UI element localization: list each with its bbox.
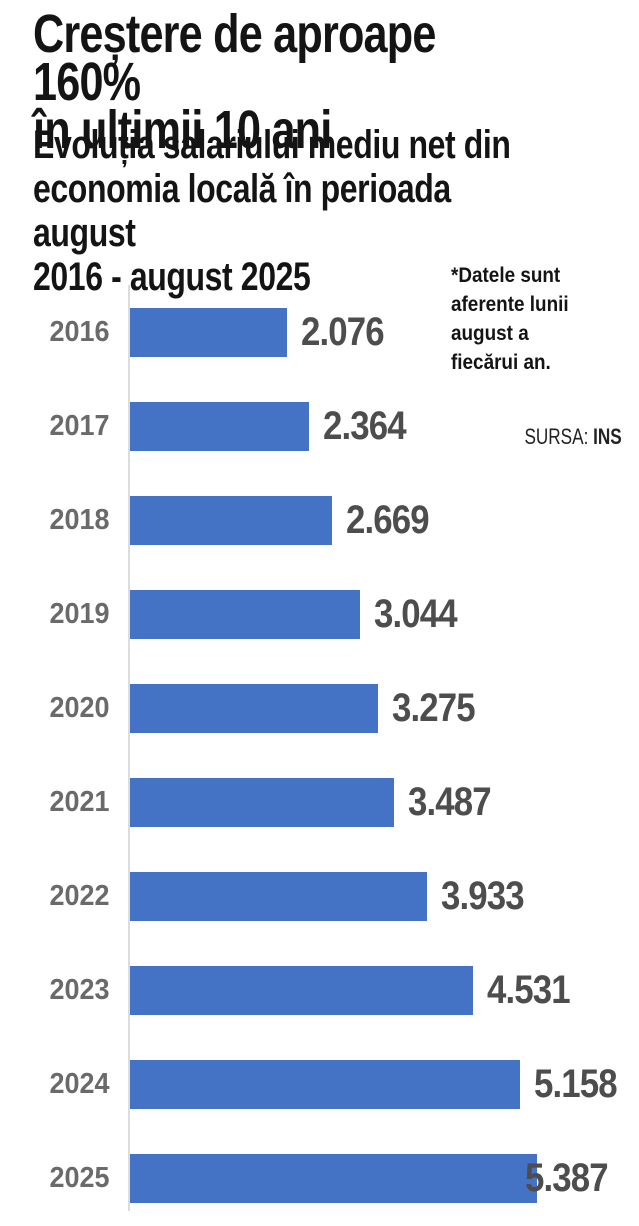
chart-row: 2022 3.933 (0, 850, 639, 944)
year-label: 2016 (49, 315, 110, 348)
year-label: 2019 (49, 597, 110, 630)
year-label: 2021 (49, 786, 110, 819)
bar-2025 (130, 1154, 537, 1204)
bar-2023 (130, 966, 473, 1016)
chart-row: 2016 2.076 (0, 285, 639, 379)
value-label: 3.275 (392, 685, 476, 730)
year-label: 2024 (49, 1068, 110, 1101)
chart-row: 2020 3.275 (0, 661, 639, 755)
bar-2020 (130, 683, 378, 733)
value-label: 3.487 (408, 780, 492, 825)
page-title: Creștere de aproape 160% în ultimii 10 a… (33, 4, 436, 160)
bar-2016 (130, 307, 287, 357)
footnote: *Datele sunt aferente lunii august a fie… (451, 264, 569, 374)
bar-2019 (130, 589, 360, 639)
y-axis-line (128, 285, 130, 1211)
chart-row: 2017 2.364 (0, 379, 639, 473)
source-line: SURSA: INS (525, 424, 622, 450)
value-label: 5.387 (525, 1156, 609, 1201)
value-label: 2.669 (346, 497, 430, 542)
chart-row: 2024 5.158 (0, 1038, 639, 1132)
bar-2018 (130, 495, 332, 545)
value-label: 3.044 (374, 591, 458, 636)
year-label: 2025 (49, 1162, 110, 1195)
bar-2024 (130, 1060, 520, 1110)
bar-2021 (130, 778, 394, 828)
year-label: 2022 (49, 880, 110, 913)
year-label: 2020 (49, 691, 110, 724)
source-value: INS (593, 424, 622, 449)
year-label: 2018 (49, 503, 110, 536)
chart-row: 2023 4.531 (0, 944, 639, 1038)
value-label: 4.531 (487, 968, 571, 1013)
value-label: 5.158 (534, 1062, 618, 1107)
bar-2017 (130, 401, 309, 451)
chart-row: 2018 2.669 (0, 473, 639, 567)
chart-row: 2021 3.487 (0, 755, 639, 849)
chart-rows: 2016 2.076 2017 2.364 2018 2.669 2019 3.… (0, 285, 639, 1226)
source-label: SURSA: (524, 424, 589, 449)
chart-row: 2025 5.387 (0, 1132, 639, 1226)
bar-chart: 2016 2.076 2017 2.364 2018 2.669 2019 3.… (0, 285, 639, 1211)
bar-2022 (130, 872, 427, 922)
value-label: 2.076 (301, 309, 385, 354)
chart-row: 2019 3.044 (0, 567, 639, 661)
value-label: 2.364 (323, 403, 407, 448)
year-label: 2017 (49, 409, 110, 442)
chart-subtitle: Evoluția salariului mediu net din econom… (33, 123, 511, 299)
value-label: 3.933 (441, 874, 525, 919)
year-label: 2023 (49, 974, 110, 1007)
